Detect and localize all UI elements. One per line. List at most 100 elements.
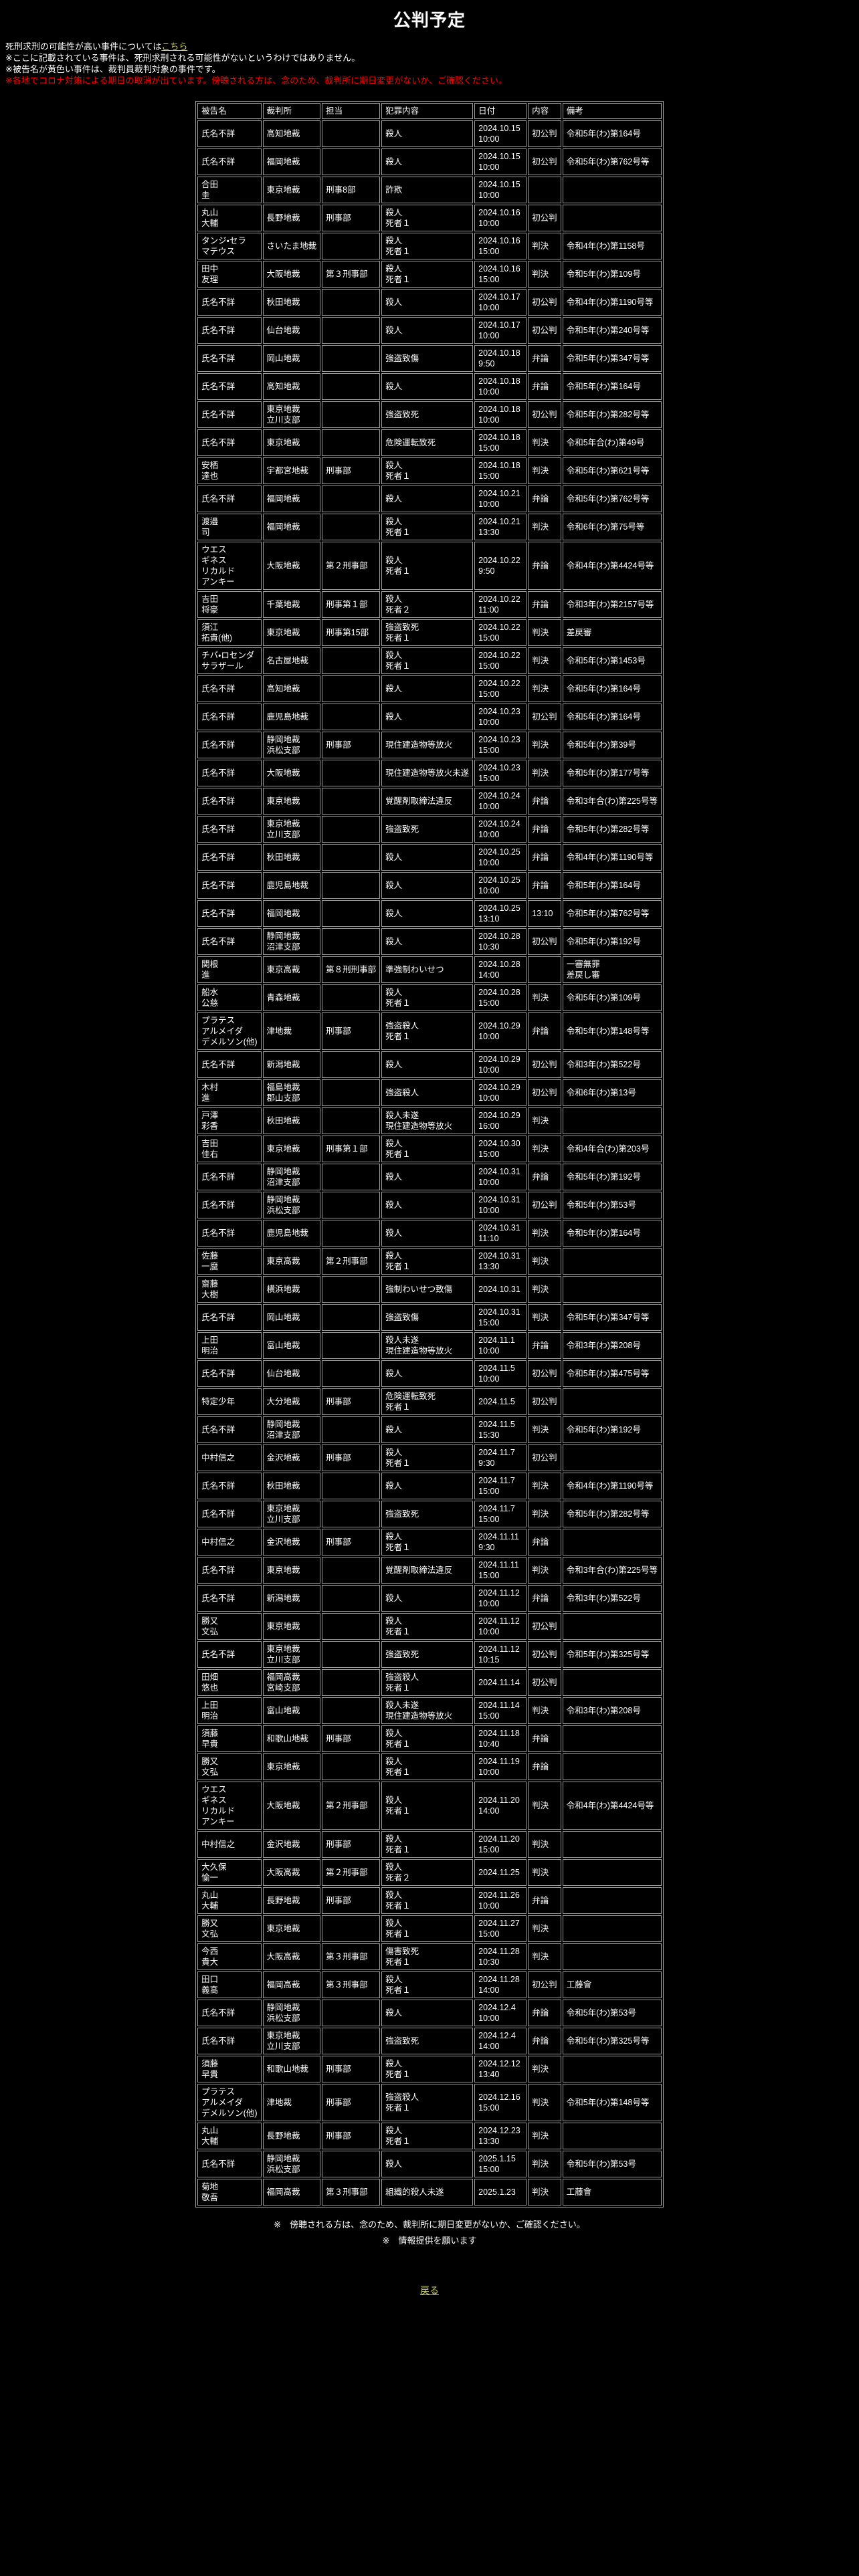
court-cell: 東京地裁 bbox=[262, 1915, 321, 1942]
note-cell: 差戻審 bbox=[562, 619, 662, 646]
defendant-cell: 中村信之 bbox=[197, 1444, 262, 1471]
defendant-cell: 氏名不詳 bbox=[197, 120, 262, 147]
date-cell: 2025.1.23 bbox=[474, 2179, 527, 2206]
court-cell: 金沢地裁 bbox=[262, 1444, 321, 1471]
table-row: 吉田 佳右 東京地裁 刑事第１部 殺人 死者１ 2024.10.30 15:00 判決 令和… bbox=[197, 1136, 662, 1162]
defendant-cell: 須江 拓貴(他) bbox=[197, 619, 262, 646]
session-cell: 判決 bbox=[528, 457, 561, 484]
date-cell: 2024.10.25 10:00 bbox=[474, 872, 527, 899]
session-cell: 判決 bbox=[528, 2084, 561, 2121]
defendant-cell: 氏名不詳 bbox=[197, 732, 262, 758]
crime-cell: 強盗殺人 死者１ bbox=[381, 2084, 474, 2121]
division-cell bbox=[322, 1079, 381, 1106]
division-cell bbox=[322, 514, 381, 540]
division-cell: 刑事部 bbox=[322, 1831, 381, 1858]
division-cell bbox=[322, 1473, 381, 1499]
date-cell: 2024.10.16 15:00 bbox=[474, 261, 527, 288]
defendant-cell: 氏名不詳 bbox=[197, 1051, 262, 1078]
division-cell: 第３刑事部 bbox=[322, 1971, 381, 1998]
crime-cell: 殺人未遂 現住建造物等放火 bbox=[381, 1332, 474, 1359]
court-cell: 岡山地裁 bbox=[262, 345, 321, 372]
crime-cell: 強盗致死 bbox=[381, 401, 474, 428]
date-cell: 2024.10.22 15:00 bbox=[474, 619, 527, 646]
note-cell: 令和5年(わ)第148号等 bbox=[562, 1012, 662, 1050]
defendant-cell: 丸山 大輔 bbox=[197, 205, 262, 231]
court-cell: 高知地裁 bbox=[262, 675, 321, 702]
court-cell: 静岡地裁 浜松支部 bbox=[262, 2000, 321, 2026]
division-cell: 刑事部 bbox=[322, 2123, 381, 2149]
note-cell: 令和5年(わ)第325号等 bbox=[562, 2028, 662, 2054]
defendant-cell: プラテス アルメイダ デメルソン(他) bbox=[197, 1012, 262, 1050]
note-cell: 令和3年(わ)第522号 bbox=[562, 1585, 662, 1612]
court-cell: 福岡地裁 bbox=[262, 900, 321, 927]
kochira-link[interactable]: こちら bbox=[161, 41, 188, 51]
defendant-cell: 氏名不詳 bbox=[197, 788, 262, 815]
note-cell bbox=[562, 1943, 662, 1970]
footer-note-confirm: ※ 傍聴される方は、念のため、裁判所に期日変更がないか、ご確認ください。 bbox=[274, 2220, 585, 2230]
court-cell: 長野地裁 bbox=[262, 1887, 321, 1914]
division-cell: 第２刑事部 bbox=[322, 542, 381, 590]
court-cell: 秋田地裁 bbox=[262, 1107, 321, 1134]
date-cell: 2024.10.17 10:00 bbox=[474, 289, 527, 316]
intro-line-note3: ※被告名が黄色い事件は、裁判員裁判対象の事件です。 bbox=[5, 64, 221, 74]
defendant-cell: 氏名不詳 bbox=[197, 816, 262, 843]
session-cell: 判決 bbox=[528, 760, 561, 786]
court-cell: 新潟地裁 bbox=[262, 1585, 321, 1612]
table-row: 氏名不詳 鹿児島地裁 殺人 2024.10.23 10:00 初公判 令和5年(わ)第16… bbox=[197, 704, 662, 730]
crime-cell: 危険運転致死 死者１ bbox=[381, 1388, 474, 1415]
date-cell: 2024.10.29 10:00 bbox=[474, 1079, 527, 1106]
division-cell: 第３刑事部 bbox=[322, 2179, 381, 2206]
note-cell: 令和5年(わ)第762号等 bbox=[562, 148, 662, 175]
table-row: 氏名不詳 鹿児島地裁 殺人 2024.10.25 10:00 弁論 令和5年(わ)第164… bbox=[197, 872, 662, 899]
division-cell bbox=[322, 429, 381, 456]
session-cell: 弁論 bbox=[528, 2000, 561, 2026]
table-row: 氏名不詳 福岡地裁 殺人 2024.10.21 10:00 弁論 令和5年(わ)第762号… bbox=[197, 486, 662, 512]
division-cell: 第３刑事部 bbox=[322, 261, 381, 288]
date-cell: 2024.10.29 16:00 bbox=[474, 1107, 527, 1134]
table-row: 氏名不詳 静岡地裁 浜松支部 刑事部 現住建造物等放火 2024.10.23 15:00… bbox=[197, 732, 662, 758]
court-cell: 高知地裁 bbox=[262, 120, 321, 147]
date-cell: 2024.10.23 10:00 bbox=[474, 704, 527, 730]
session-cell: 判決 bbox=[528, 2151, 561, 2177]
date-cell: 2024.11.19 10:00 bbox=[474, 1753, 527, 1780]
date-cell: 2024.12.4 10:00 bbox=[474, 2000, 527, 2026]
division-cell: 刑事8部 bbox=[322, 177, 381, 203]
defendant-cell: 氏名不詳 bbox=[197, 1501, 262, 1527]
date-cell: 2024.10.28 10:30 bbox=[474, 928, 527, 955]
session-cell: 初公判 bbox=[528, 120, 561, 147]
table-row: 氏名不詳 東京地裁 立川支部 強盗致死 2024.12.4 14:00 弁論 令和5年(わ… bbox=[197, 2028, 662, 2054]
session-cell: 判決 bbox=[528, 647, 561, 674]
date-cell: 2024.10.29 10:00 bbox=[474, 1051, 527, 1078]
table-row: 丸山 大輔 長野地裁 刑事部 殺人 死者１ 2024.12.23 13:30 判決 bbox=[197, 2123, 662, 2149]
session-cell: 初公判 bbox=[528, 1971, 561, 1998]
defendant-cell: チバ・ロセンダ サラザール bbox=[197, 647, 262, 674]
division-cell: 刑事部 bbox=[322, 1388, 381, 1415]
date-cell: 2024.10.25 13:10 bbox=[474, 900, 527, 927]
court-cell: 和歌山地裁 bbox=[262, 2056, 321, 2082]
defendant-cell: 中村信之 bbox=[197, 1831, 262, 1858]
table-row: 関根 進東京高裁 第８刑刑事部 準強制わいせつ 2024.10.28 14:00 一審無… bbox=[197, 956, 662, 983]
defendant-cell: 氏名不詳 bbox=[197, 1416, 262, 1443]
defendant-cell: 氏名不詳 bbox=[197, 900, 262, 927]
note-cell bbox=[562, 1444, 662, 1471]
table-row: 上田 明治 富山地裁 殺人未遂 現住建造物等放火 2024.11.14 15:00 判決… bbox=[197, 1697, 662, 1724]
session-cell: 判決 bbox=[528, 984, 561, 1011]
header-date: 日付 bbox=[474, 103, 527, 119]
crime-cell: 強盗殺人 bbox=[381, 1079, 474, 1106]
date-cell: 2024.11.20 15:00 bbox=[474, 1831, 527, 1858]
defendant-cell: 吉田 佳右 bbox=[197, 1136, 262, 1162]
table-row: 田畑 悠也 福岡高裁 宮崎支部 強盗殺人 死者１ 2024.11.14 初公判 bbox=[197, 1669, 662, 1696]
note-cell bbox=[562, 1915, 662, 1942]
defendant-cell: 氏名不詳 bbox=[197, 373, 262, 400]
table-row: 須藤 早貴 和歌山地裁 刑事部 殺人 死者１ 2024.12.12 13:40 判決 bbox=[197, 2056, 662, 2082]
footer-notes: ※ 傍聴される方は、念のため、裁判所に期日変更がないか、ご確認ください。 ※ 情… bbox=[0, 2217, 859, 2249]
crime-cell: 殺人 死者１ bbox=[381, 1248, 474, 1275]
division-cell bbox=[322, 1304, 381, 1331]
defendant-cell: 丸山 大輔 bbox=[197, 2123, 262, 2149]
crime-cell: 殺人 bbox=[381, 1360, 474, 1387]
crime-cell: 殺人 死者１ bbox=[381, 1753, 474, 1780]
back-link[interactable]: 戻る bbox=[420, 2285, 439, 2296]
division-cell bbox=[322, 1360, 381, 1387]
session-cell: 弁論 bbox=[528, 1164, 561, 1190]
note-cell: 令和5年(わ)第148号等 bbox=[562, 2084, 662, 2121]
